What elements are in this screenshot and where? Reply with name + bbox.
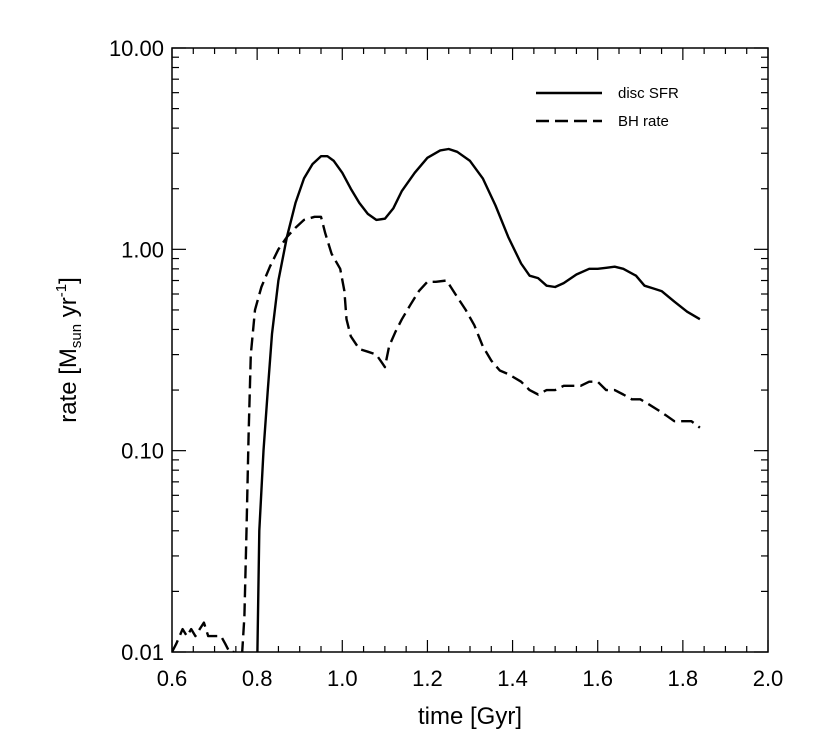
legend-label-disc-sfr: disc SFR <box>618 85 679 102</box>
series-line-bh-rate <box>172 215 701 652</box>
tick-labels: 0.6 0.8 1.0 1.2 1.4 1.6 1.8 2.0 0.01 0.10 1.00 10.0… <box>109 36 783 691</box>
x-tick-label: 2.0 <box>753 666 784 691</box>
plot-series <box>172 147 701 652</box>
y-tick-label: 0.10 <box>121 439 164 464</box>
y-axis-title-suffix: ] <box>55 277 82 284</box>
plot-frame <box>171 47 769 653</box>
x-tick-label: 1.6 <box>582 666 613 691</box>
series-line-disc-sfr <box>256 147 701 652</box>
legend-label-bh-rate: BH rate <box>618 113 669 130</box>
x-tick-label: 0.6 <box>157 666 188 691</box>
x-axis-title: time [Gyr] <box>418 703 522 730</box>
y-axis-title-mid: yr <box>55 297 82 324</box>
y-tick-label: 1.00 <box>121 237 164 262</box>
x-tick-label: 1.4 <box>497 666 528 691</box>
x-tick-label: 1.2 <box>412 666 443 691</box>
y-tick-label: 10.00 <box>109 36 164 61</box>
y-axis-title-sub: sun <box>68 324 85 348</box>
legend: disc SFR BH rate <box>536 85 679 130</box>
y-tick-label: 0.01 <box>121 640 164 665</box>
x-tick-label: 1.0 <box>327 666 358 691</box>
x-tick-label: 1.8 <box>668 666 699 691</box>
y-axis-title-sup: -1 <box>53 284 70 297</box>
x-tick-label: 0.8 <box>242 666 273 691</box>
y-axis-title: rate [Msun yr-1] <box>53 277 85 423</box>
y-axis-title-prefix: rate [M <box>55 348 82 423</box>
